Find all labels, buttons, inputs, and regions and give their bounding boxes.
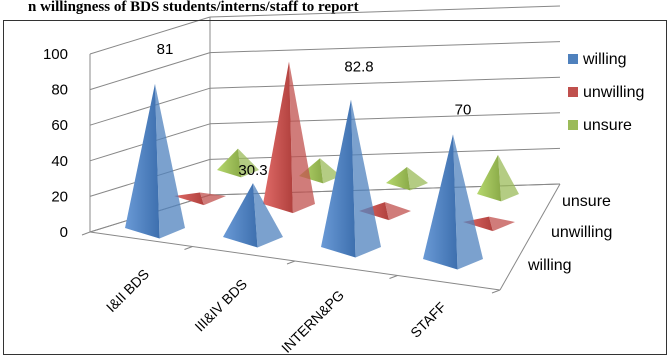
chart-frame <box>3 20 667 355</box>
pyramid-face-left <box>423 134 458 270</box>
x-category-label: INTERN&PG <box>278 287 347 356</box>
pyramid-unsure-staff <box>477 154 519 202</box>
legend-swatch-unsure <box>568 120 578 130</box>
depth-axis-line <box>499 183 561 291</box>
x-category-label: I&II BDS <box>103 266 152 315</box>
legend-label-willing: willing <box>582 51 627 68</box>
depth-label-unwilling: unwilling <box>551 224 612 241</box>
pyramid-face-left <box>463 216 493 232</box>
pyramid-face-right <box>200 192 226 206</box>
pyramid-unwilling-intern-pg <box>359 202 411 221</box>
legend-swatch-unwilling <box>568 87 578 97</box>
legend-swatch-willing <box>568 54 578 64</box>
pyramid-marks <box>125 61 519 270</box>
gridline-back <box>209 76 561 89</box>
pyramid-face-left <box>125 83 160 239</box>
pyramid-face-right <box>253 183 283 248</box>
gridline-back <box>209 112 561 125</box>
data-label: 81 <box>157 41 174 58</box>
pyramid-unwilling-i-ii-bds <box>174 192 226 206</box>
y-axis-ticks: 0 20 40 60 80 100 <box>43 46 68 241</box>
depth-axis-labels: unsure unwilling willing <box>527 193 612 274</box>
gridline-left <box>89 87 211 126</box>
depth-label-unsure: unsure <box>562 193 611 210</box>
data-label: 30.3 <box>238 162 267 179</box>
x-tick <box>389 275 398 279</box>
pyramid-face-right <box>351 99 381 258</box>
x-category-label: STAFF <box>407 299 449 341</box>
depth-label-willing: willing <box>527 257 572 274</box>
pyramid-willing-iii-iv-bds <box>223 183 283 248</box>
pyramid-willing-intern-pg <box>321 99 381 258</box>
x-tick <box>286 260 296 265</box>
pyramid-face-right <box>498 154 519 202</box>
pyramid-face-right <box>489 216 515 232</box>
pyramid-face-right <box>289 61 315 214</box>
pyramid-unsure-intern-pg <box>386 166 428 191</box>
y-tick-label: 20 <box>51 188 68 205</box>
pyramid-face-left <box>217 148 242 178</box>
pyramid-face-left <box>174 192 204 206</box>
pyramid-face-right <box>155 83 185 239</box>
pyramid-willing-i-ii-bds <box>125 83 185 239</box>
pyramid-face-right <box>453 134 483 270</box>
gridline-left <box>89 16 211 55</box>
pyramid-face-left <box>386 166 411 191</box>
y-tick-label: 60 <box>51 117 68 134</box>
y-tick-label: 40 <box>51 153 68 170</box>
pyramid-unwilling-iii-iv-bds <box>263 61 315 214</box>
pyramid-face-left <box>223 183 258 248</box>
x-category-label: III&IV BDS <box>191 276 250 335</box>
legend-label-unsure: unsure <box>583 117 632 134</box>
legend-label-unwilling: unwilling <box>583 84 644 101</box>
y-tick-label: 0 <box>60 224 68 241</box>
pyramid-face-left <box>321 99 356 258</box>
pyramid-unsure-i-ii-bds <box>217 148 259 178</box>
x-tick <box>81 231 91 236</box>
x-tick <box>184 246 193 250</box>
chart-title: n willingness of BDS students/interns/st… <box>28 0 359 15</box>
gridline-left <box>89 52 211 91</box>
gridline-back <box>209 5 561 18</box>
pyramid-face-left <box>263 61 293 214</box>
y-tick-label: 100 <box>43 46 68 63</box>
pyramid-face-left <box>477 154 502 202</box>
x-tick <box>491 289 501 294</box>
data-label: 70 <box>455 101 472 118</box>
gridline-back <box>209 41 561 54</box>
pyramid-face-right <box>407 166 428 191</box>
y-tick-label: 80 <box>51 82 68 99</box>
data-label: 82.8 <box>344 59 373 76</box>
pyramid-unwilling-staff <box>463 216 515 232</box>
gridline-back <box>209 147 561 160</box>
pyramid-willing-staff <box>423 134 483 270</box>
data-labels: 81 30.3 82.8 70 <box>157 41 472 179</box>
pyramid-face-right <box>385 202 411 221</box>
legend: willing unwilling unsure <box>568 51 644 134</box>
pyramid-face-left <box>359 202 389 221</box>
x-axis-labels: I&II BDS III&IV BDS INTERN&PG STAFF <box>103 266 449 356</box>
pyramid-face-right <box>238 148 259 178</box>
